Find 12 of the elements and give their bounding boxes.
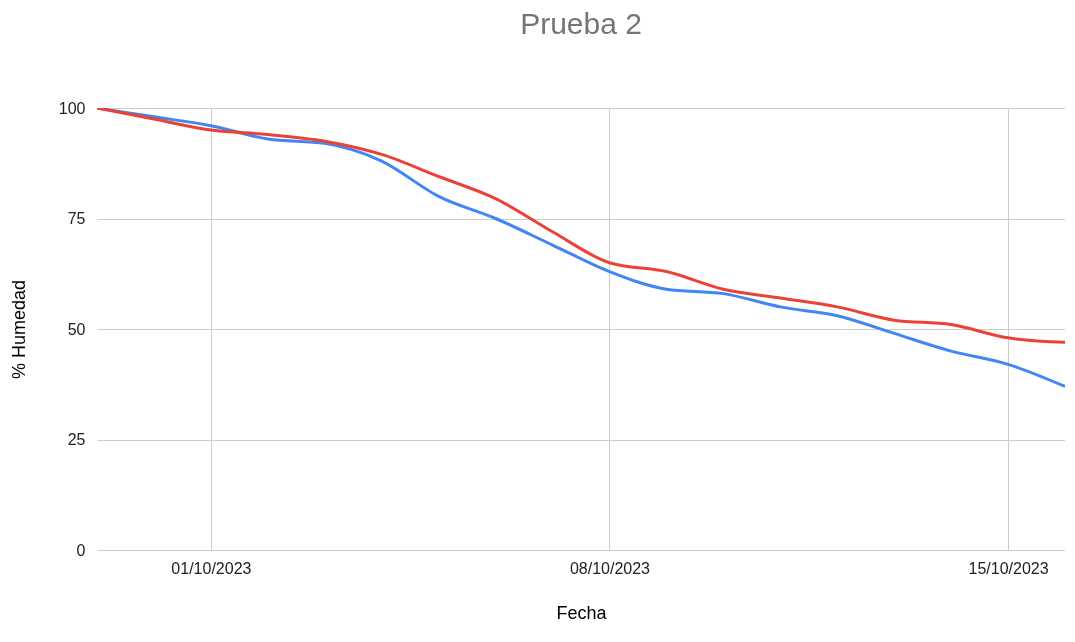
y-tick-label: 0 [76,541,86,559]
y-tick-label: 100 [58,99,86,117]
line-series [97,108,1065,344]
x-tick-label: 08/10/2023 [569,559,651,577]
x-tick-label: 15/10/2023 [968,559,1049,577]
y-tick-label: 50 [67,320,86,338]
y-tick-label: 75 [67,210,86,227]
x-axis-title: Fecha [556,602,608,623]
chart-title: Prueba 2 [520,7,642,40]
y-axis-title: % Humedad [8,279,29,380]
x-tick-label: 01/10/2023 [171,559,252,577]
y-tick-label: 25 [67,431,86,448]
